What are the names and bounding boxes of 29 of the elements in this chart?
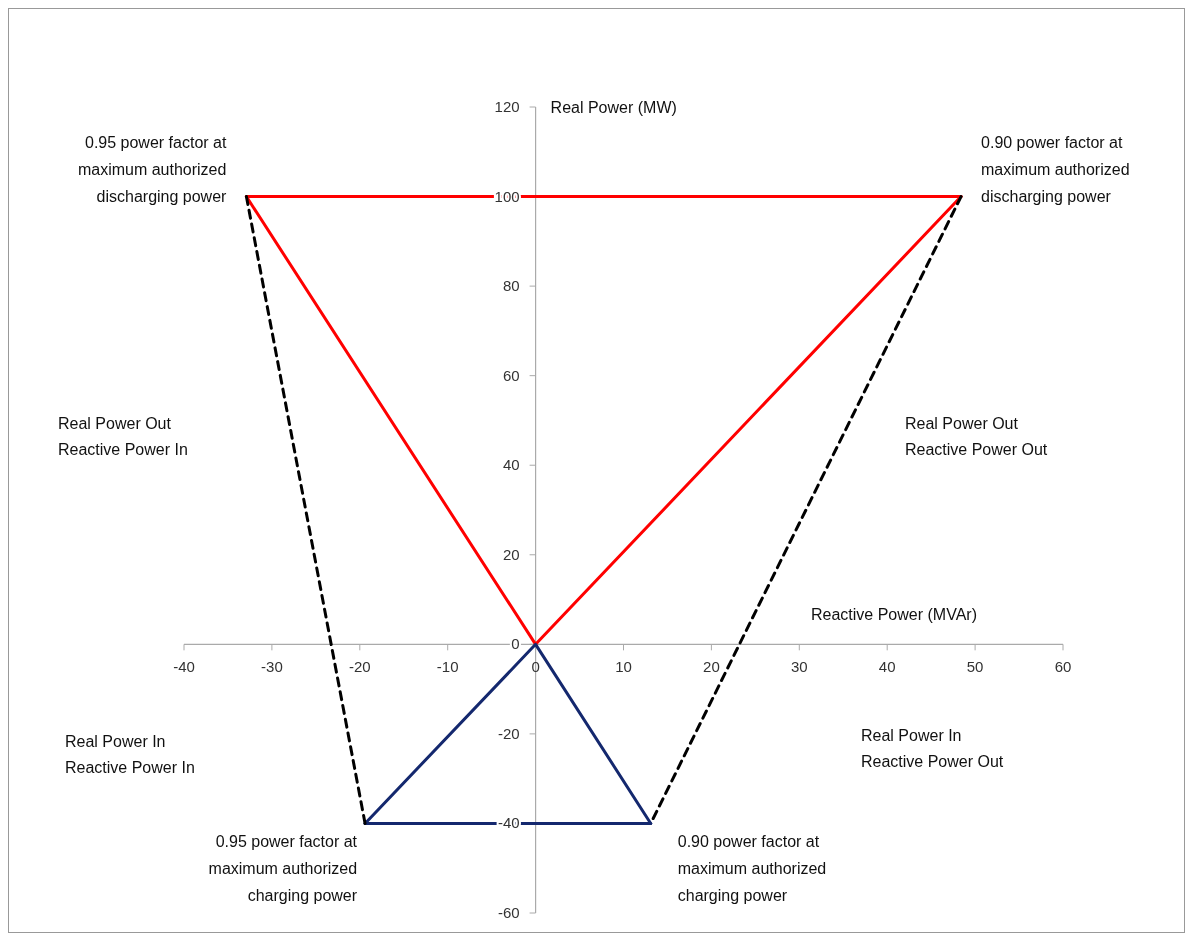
y-axis-title: Real Power (MW) [550,99,677,116]
annotation: 0.90 power factor at maximum authorized discharging power [981,133,1130,205]
annotation: Real Power Out Reactive Power In [58,415,188,458]
x-tick-label: 0 [531,658,540,676]
y-tick-label: 80 [502,277,520,295]
y-tick-label: -60 [497,904,520,921]
x-tick-label: 60 [1054,658,1072,676]
annotation: 0.95 power factor at maximum authorized charging power [208,833,358,905]
x-tick-label: 10 [615,658,632,676]
y-tick-label: 20 [502,545,520,563]
x-tick-label: -10 [436,658,459,676]
annotation: Real Power Out Reactive Power Out [905,415,1048,458]
y-tick-label: 0 [511,635,520,653]
annotation: Real Power In Reactive Power In [65,733,195,776]
x-tick-label: -40 [173,658,195,676]
x-tick-label: 20 [703,658,720,676]
y-tick-label: 60 [502,366,520,384]
x-tick-label: -30 [261,658,283,676]
x-axis-title: Reactive Power (MVAr) [811,606,977,624]
annotation: 0.95 power factor at maximum authorized discharging power [77,133,228,205]
annotation: Real Power In Reactive Power Out [861,727,1004,770]
x-tick-label: 50 [966,658,984,676]
y-tick-label: -20 [497,724,520,742]
x-tick-label: -20 [348,658,371,676]
x-tick-label: 40 [878,658,896,676]
y-tick-label: 40 [502,456,520,474]
y-tick-label: 120 [494,98,520,115]
annotation: 0.90 power factor at maximum authorized charging power [677,833,827,905]
x-tick-label: 30 [790,658,808,676]
